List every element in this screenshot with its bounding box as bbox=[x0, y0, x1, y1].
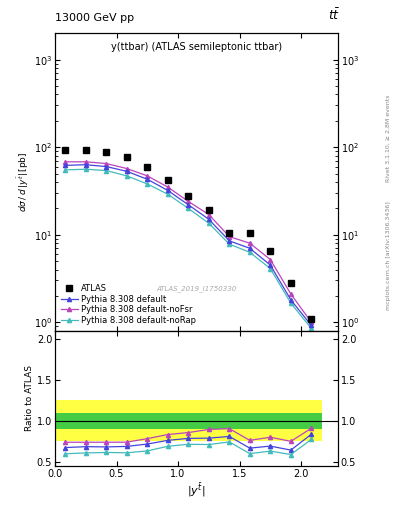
ATLAS bbox=[145, 163, 150, 169]
Text: Rivet 3.1.10, ≥ 2.8M events: Rivet 3.1.10, ≥ 2.8M events bbox=[386, 95, 391, 182]
Line: ATLAS: ATLAS bbox=[62, 147, 314, 322]
Pythia 8.308 default bbox=[125, 168, 129, 175]
Pythia 8.308 default-noRap bbox=[206, 220, 211, 226]
Pythia 8.308 default-noFsr bbox=[186, 198, 191, 204]
Text: y(ttbar) (ATLAS semileptonic ttbar): y(ttbar) (ATLAS semileptonic ttbar) bbox=[111, 42, 282, 52]
Pythia 8.308 default bbox=[104, 163, 109, 169]
Text: 13000 GeV pp: 13000 GeV pp bbox=[55, 13, 134, 23]
Pythia 8.308 default-noFsr bbox=[268, 257, 273, 263]
Pythia 8.308 default bbox=[268, 262, 273, 268]
ATLAS bbox=[186, 193, 191, 199]
Pythia 8.308 default-noRap bbox=[83, 166, 88, 172]
Pythia 8.308 default-noFsr bbox=[104, 160, 109, 166]
Pythia 8.308 default bbox=[165, 187, 170, 194]
Pythia 8.308 default-noFsr bbox=[248, 240, 252, 246]
ATLAS bbox=[309, 315, 314, 322]
X-axis label: $|y^{\bar{t}}|$: $|y^{\bar{t}}|$ bbox=[187, 481, 206, 499]
ATLAS bbox=[63, 147, 68, 154]
ATLAS bbox=[125, 154, 129, 160]
Pythia 8.308 default bbox=[145, 176, 150, 182]
Pythia 8.308 default-noRap bbox=[248, 249, 252, 255]
ATLAS bbox=[227, 230, 232, 236]
Pythia 8.308 default-noFsr bbox=[309, 319, 314, 325]
ATLAS bbox=[165, 177, 170, 183]
Pythia 8.308 default-noFsr bbox=[165, 184, 170, 190]
Pythia 8.308 default bbox=[83, 162, 88, 168]
ATLAS bbox=[268, 248, 273, 254]
Pythia 8.308 default-noFsr bbox=[288, 291, 293, 297]
ATLAS bbox=[288, 280, 293, 286]
Y-axis label: $d\sigma\,/\,d\,|y^{\bar{t}}|\,[\mathrm{pb}]$: $d\sigma\,/\,d\,|y^{\bar{t}}|\,[\mathrm{… bbox=[15, 152, 31, 212]
Text: $t\bar{t}$: $t\bar{t}$ bbox=[328, 8, 340, 23]
Pythia 8.308 default-noRap bbox=[125, 173, 129, 179]
Pythia 8.308 default-noFsr bbox=[63, 159, 68, 165]
Line: Pythia 8.308 default: Pythia 8.308 default bbox=[63, 163, 313, 328]
Pythia 8.308 default-noRap bbox=[186, 205, 191, 211]
Pythia 8.308 default-noRap bbox=[145, 181, 150, 187]
ATLAS bbox=[248, 230, 252, 236]
Pythia 8.308 default-noRap bbox=[309, 325, 314, 331]
Pythia 8.308 default bbox=[227, 238, 232, 244]
Line: Pythia 8.308 default-noFsr: Pythia 8.308 default-noFsr bbox=[63, 160, 313, 324]
Pythia 8.308 default-noRap bbox=[227, 241, 232, 247]
Pythia 8.308 default-noRap bbox=[63, 167, 68, 173]
Pythia 8.308 default-noFsr bbox=[206, 211, 211, 218]
Legend: ATLAS, Pythia 8.308 default, Pythia 8.308 default-noFsr, Pythia 8.308 default-no: ATLAS, Pythia 8.308 default, Pythia 8.30… bbox=[59, 282, 198, 327]
Pythia 8.308 default bbox=[309, 323, 314, 329]
ATLAS bbox=[206, 207, 211, 214]
Pythia 8.308 default bbox=[206, 216, 211, 222]
Pythia 8.308 default-noRap bbox=[165, 191, 170, 197]
Y-axis label: Ratio to ATLAS: Ratio to ATLAS bbox=[25, 366, 34, 431]
Pythia 8.308 default-noFsr bbox=[227, 233, 232, 240]
ATLAS bbox=[83, 147, 88, 154]
Pythia 8.308 default bbox=[288, 297, 293, 303]
Pythia 8.308 default-noFsr bbox=[83, 159, 88, 165]
Text: mcplots.cern.ch [arXiv:1306.3436]: mcplots.cern.ch [arXiv:1306.3436] bbox=[386, 202, 391, 310]
ATLAS bbox=[104, 149, 109, 155]
Pythia 8.308 default-noRap bbox=[104, 167, 109, 174]
Pythia 8.308 default bbox=[63, 162, 68, 168]
Pythia 8.308 default-noRap bbox=[268, 266, 273, 272]
Pythia 8.308 default-noFsr bbox=[125, 165, 129, 172]
Pythia 8.308 default bbox=[248, 245, 252, 251]
Pythia 8.308 default-noFsr bbox=[145, 173, 150, 179]
Line: Pythia 8.308 default-noRap: Pythia 8.308 default-noRap bbox=[63, 167, 313, 331]
Pythia 8.308 default-noRap bbox=[288, 300, 293, 306]
Pythia 8.308 default bbox=[186, 202, 191, 208]
Text: ATLAS_2019_I1750330: ATLAS_2019_I1750330 bbox=[156, 285, 237, 292]
